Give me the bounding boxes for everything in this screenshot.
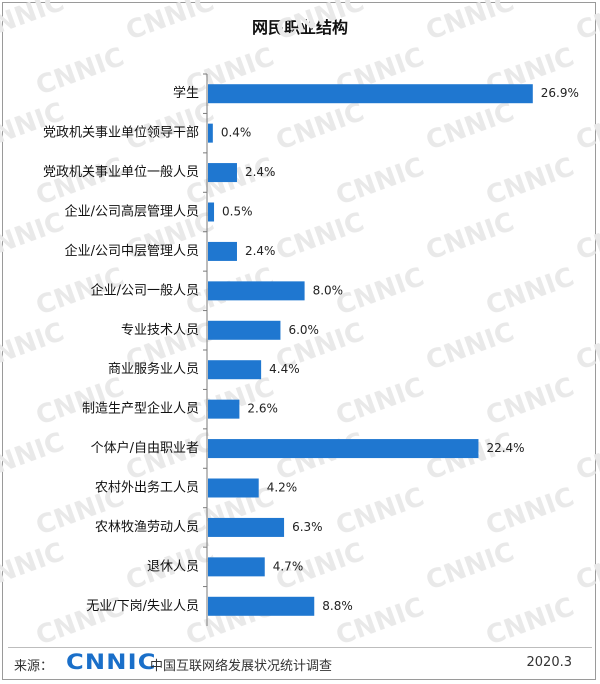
watermark-text: CNNIC (122, 0, 218, 47)
footer-divider (8, 647, 592, 648)
watermark-text: CNNIC (32, 42, 128, 101)
value-label: 2.6% (247, 402, 277, 416)
bar (208, 241, 237, 261)
bar (208, 202, 215, 222)
watermark-text: CNNIC (332, 152, 428, 211)
category-label: 制造生产型企业人员 (82, 401, 199, 417)
watermark-text: CNNIC (332, 372, 428, 431)
bars-layer: 学生 26.9% 党政机关事业单位领导干部 0.4% 党政机关事业单位一般人员 2.4% 企… (43, 73, 579, 616)
value-label: 2.4% (245, 165, 276, 179)
value-label: 26.9% (541, 86, 579, 100)
watermark-text: CNNIC (0, 537, 68, 596)
watermark-text: CNNIC (272, 0, 368, 47)
watermark-text: CNNIC (422, 0, 518, 47)
watermark-text: CNNIC (0, 317, 68, 376)
bar (208, 596, 315, 616)
value-label: 6.3% (292, 520, 323, 534)
report-date: 2020.3 (526, 655, 573, 670)
value-label: 0.4% (221, 126, 252, 140)
category-label: 学生 (173, 85, 199, 101)
category-label: 农林牧渔劳动人员 (95, 519, 199, 535)
value-label: 6.0% (288, 323, 319, 337)
watermark-text: CNNIC (572, 537, 600, 596)
watermark-text: CNNIC (422, 317, 518, 376)
watermark-text: CNNIC (122, 427, 218, 486)
category-label: 企业/公司一般人员 (91, 282, 199, 298)
value-label: 22.4% (486, 441, 524, 455)
bar (208, 84, 533, 104)
watermark-text: CNNIC (422, 97, 518, 156)
watermark-text: CNNIC (272, 207, 368, 266)
watermark-text: CNNIC (482, 152, 578, 211)
watermark-text: CNNIC (422, 537, 518, 596)
value-label: 8.0% (313, 283, 344, 297)
watermark-text: CNNIC (572, 97, 600, 156)
category-label: 企业/公司中层管理人员 (65, 243, 199, 259)
category-label: 个体户/自由职业者 (91, 440, 199, 456)
watermark-text: CNNIC (332, 262, 428, 321)
category-label: 退休人员 (147, 559, 199, 574)
source-label: 来源： (14, 659, 54, 674)
source-name: 中国互联网络发展状况统计调查 (150, 659, 333, 674)
bar (208, 360, 262, 380)
watermark-text: CNNIC (482, 482, 578, 541)
watermark-text: CNNIC (0, 0, 68, 47)
watermark-text: CNNIC (572, 207, 600, 266)
value-label: 4.7% (273, 559, 304, 573)
watermark-text: CNNIC (572, 427, 600, 486)
category-label: 农村外出务工人员 (95, 480, 199, 496)
value-label: 0.5% (222, 205, 253, 219)
watermark-text: CNNIC (482, 592, 578, 646)
bar (208, 123, 213, 143)
watermark-text: CNNIC (332, 482, 428, 541)
category-label: 企业/公司高层管理人员 (65, 204, 199, 220)
bar (208, 399, 240, 419)
watermark-text: CNNIC (0, 427, 68, 486)
category-label: 党政机关事业单位一般人员 (43, 164, 199, 180)
cnnic-logo: CNNIC (66, 650, 157, 674)
watermark-text: CNNIC (482, 372, 578, 431)
value-label: 8.8% (322, 599, 353, 613)
bar (208, 439, 479, 459)
footer: 来源： CNNIC 中国互联网络发展状况统计调查 2020.3 (0, 650, 600, 676)
watermark-text: CNNIC (272, 97, 368, 156)
watermark-text: CNNIC (422, 207, 518, 266)
watermark-text: CNNIC (482, 262, 578, 321)
bar (208, 281, 305, 301)
value-label: 2.4% (245, 244, 276, 258)
bar (208, 163, 237, 183)
chart-title: 网民职业结构 (251, 18, 348, 37)
category-label: 商业服务业人员 (108, 361, 199, 377)
bar (208, 320, 281, 340)
watermark-text: CNNIC (32, 152, 128, 211)
watermark-text: CNNIC (572, 0, 600, 47)
value-label: 4.2% (267, 481, 298, 495)
watermark-text: CNNIC (572, 317, 600, 376)
bar (208, 478, 259, 498)
bar (208, 557, 265, 577)
category-label: 专业技术人员 (121, 323, 199, 338)
category-label: 党政机关事业单位领导干部 (43, 126, 199, 141)
bar (208, 517, 285, 537)
value-label: 4.4% (269, 362, 300, 376)
category-label: 无业/下岗/失业人员 (86, 599, 199, 614)
watermark-text: CNNIC (0, 207, 68, 266)
